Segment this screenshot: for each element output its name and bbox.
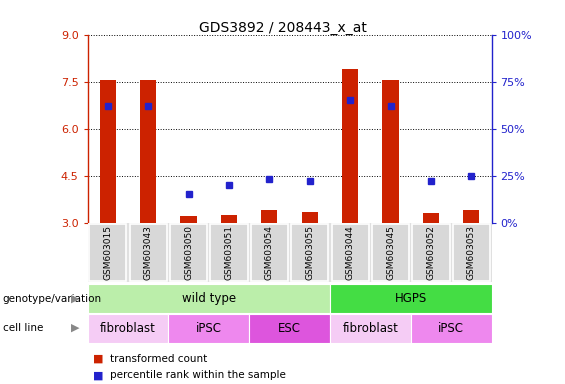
Bar bbox=[88, 284, 330, 313]
Text: iPSC: iPSC bbox=[195, 322, 222, 334]
Text: ▶: ▶ bbox=[71, 293, 79, 304]
Bar bbox=[99, 80, 116, 223]
Text: ■: ■ bbox=[93, 354, 107, 364]
Bar bbox=[88, 314, 168, 343]
Text: fibroblast: fibroblast bbox=[100, 322, 156, 334]
Bar bbox=[463, 210, 480, 223]
FancyBboxPatch shape bbox=[89, 224, 127, 281]
Bar bbox=[330, 314, 411, 343]
FancyBboxPatch shape bbox=[412, 224, 450, 281]
FancyBboxPatch shape bbox=[251, 224, 288, 281]
Text: ▶: ▶ bbox=[71, 323, 79, 333]
Text: cell line: cell line bbox=[3, 323, 43, 333]
Bar bbox=[411, 314, 492, 343]
FancyBboxPatch shape bbox=[210, 224, 247, 281]
Text: ■: ■ bbox=[93, 370, 107, 380]
Bar bbox=[383, 80, 399, 223]
Text: GSM603043: GSM603043 bbox=[144, 225, 153, 280]
Text: GSM603045: GSM603045 bbox=[386, 225, 395, 280]
Text: genotype/variation: genotype/variation bbox=[3, 293, 102, 304]
Text: fibroblast: fibroblast bbox=[342, 322, 398, 334]
Text: GSM603055: GSM603055 bbox=[305, 225, 314, 280]
Text: GDS3892 / 208443_x_at: GDS3892 / 208443_x_at bbox=[198, 21, 367, 35]
FancyBboxPatch shape bbox=[129, 224, 167, 281]
Text: GSM603053: GSM603053 bbox=[467, 225, 476, 280]
Text: transformed count: transformed count bbox=[110, 354, 207, 364]
Text: GSM603052: GSM603052 bbox=[427, 225, 436, 280]
Text: GSM603015: GSM603015 bbox=[103, 225, 112, 280]
Bar bbox=[330, 284, 492, 313]
Bar bbox=[423, 214, 439, 223]
Text: HGPS: HGPS bbox=[394, 292, 427, 305]
Text: GSM603054: GSM603054 bbox=[265, 225, 274, 280]
Text: GSM603044: GSM603044 bbox=[346, 225, 355, 280]
Bar bbox=[249, 314, 330, 343]
Text: ESC: ESC bbox=[278, 322, 301, 334]
Bar bbox=[302, 212, 318, 223]
FancyBboxPatch shape bbox=[170, 224, 207, 281]
Bar bbox=[180, 217, 197, 223]
FancyBboxPatch shape bbox=[453, 224, 490, 281]
FancyBboxPatch shape bbox=[372, 224, 409, 281]
FancyBboxPatch shape bbox=[291, 224, 328, 281]
Text: GSM603050: GSM603050 bbox=[184, 225, 193, 280]
Text: wild type: wild type bbox=[182, 292, 236, 305]
Text: iPSC: iPSC bbox=[438, 322, 464, 334]
Bar bbox=[261, 210, 277, 223]
Bar bbox=[221, 215, 237, 223]
Text: GSM603051: GSM603051 bbox=[224, 225, 233, 280]
FancyBboxPatch shape bbox=[332, 224, 369, 281]
Bar bbox=[342, 69, 358, 223]
Bar bbox=[140, 80, 157, 223]
Bar bbox=[168, 314, 249, 343]
Text: percentile rank within the sample: percentile rank within the sample bbox=[110, 370, 286, 380]
